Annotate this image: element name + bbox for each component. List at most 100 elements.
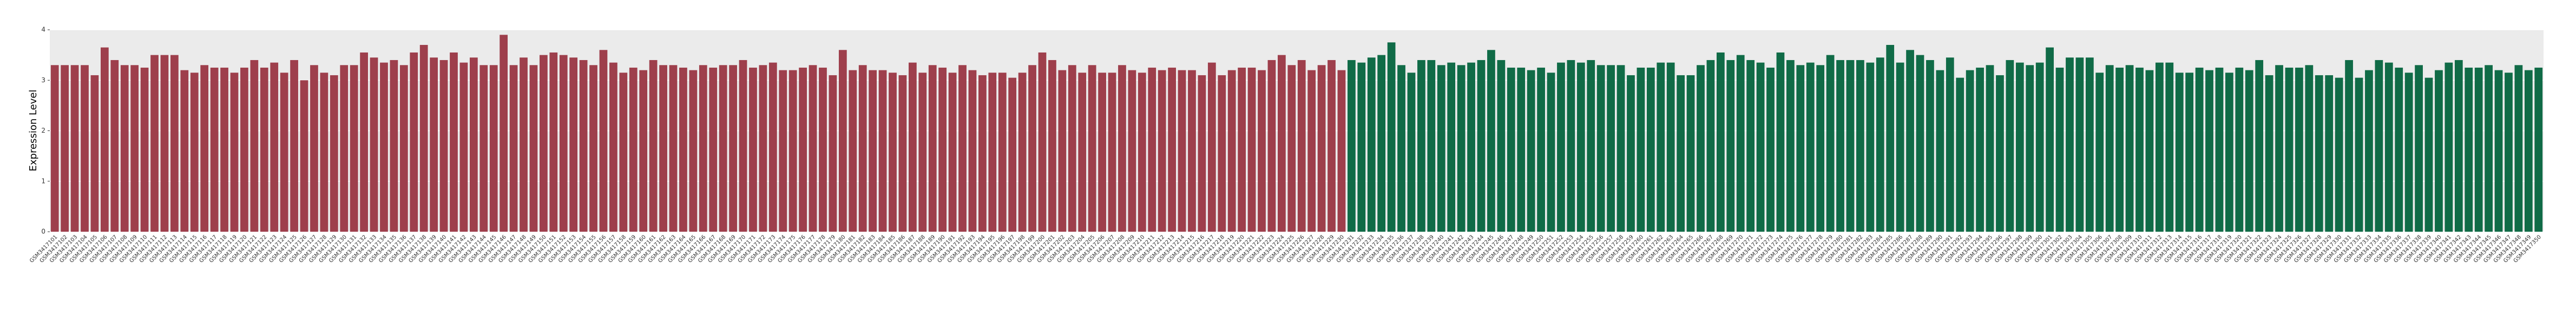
bar — [1946, 57, 1954, 232]
bar — [1028, 65, 1036, 232]
bar — [70, 65, 79, 232]
bar — [2026, 65, 2034, 232]
bar — [2105, 65, 2114, 232]
bar — [1367, 57, 1376, 232]
bar — [1048, 60, 1056, 232]
bar — [459, 62, 468, 232]
bar — [1118, 65, 1126, 232]
bar — [1697, 65, 1705, 232]
bar — [210, 67, 219, 232]
bar — [2365, 70, 2373, 232]
bar — [2335, 77, 2343, 232]
bar — [170, 55, 179, 232]
bar — [419, 44, 428, 232]
bar — [2205, 70, 2213, 232]
bar — [1966, 70, 1974, 232]
bar — [1178, 70, 1186, 232]
bar — [579, 60, 588, 232]
bar — [589, 65, 597, 232]
bar — [679, 67, 687, 232]
bar — [430, 57, 438, 232]
bar — [1866, 62, 1875, 232]
bar — [1736, 55, 1745, 232]
bar — [1876, 57, 1884, 232]
bar — [1596, 65, 1605, 232]
bar — [948, 73, 957, 232]
bar — [2135, 67, 2144, 232]
y-tick-label: 0 — [41, 228, 45, 236]
bar — [1746, 60, 1755, 232]
bar — [1307, 70, 1316, 232]
bar — [2325, 75, 2334, 232]
bar — [1587, 60, 1595, 232]
bar — [2185, 73, 2194, 232]
bar — [729, 65, 737, 232]
bar — [290, 60, 298, 232]
bar — [1816, 65, 1825, 232]
bar — [1846, 60, 1855, 232]
bar — [370, 57, 378, 232]
bar — [2514, 65, 2523, 232]
bar — [1646, 67, 1655, 232]
bar — [1158, 70, 1166, 232]
bar — [1297, 60, 1306, 232]
bar — [2145, 70, 2154, 232]
bar — [1098, 73, 1106, 232]
bar — [2305, 65, 2314, 232]
bar — [1627, 75, 1635, 232]
bar — [2454, 60, 2463, 232]
bar — [1337, 70, 1346, 232]
bar — [1487, 50, 1495, 232]
bar — [719, 65, 727, 232]
bar — [709, 67, 718, 232]
bar — [1407, 73, 1416, 232]
y-tick-label: 1 — [41, 177, 45, 185]
bar — [1906, 50, 1914, 232]
bar — [2125, 65, 2134, 232]
bar — [559, 55, 568, 232]
bar — [300, 80, 308, 232]
bar — [479, 65, 488, 232]
bar — [2404, 73, 2413, 232]
bar — [330, 75, 338, 232]
bar — [2415, 65, 2423, 232]
bar — [609, 62, 617, 232]
bar — [320, 73, 328, 232]
bar — [2295, 67, 2303, 232]
bar — [450, 52, 458, 232]
bar — [520, 57, 528, 232]
bar — [2375, 60, 2383, 232]
bar — [110, 60, 119, 232]
bar — [908, 62, 917, 232]
bar — [2165, 62, 2174, 232]
bar — [2015, 62, 2024, 232]
bar — [120, 65, 129, 232]
bar — [390, 60, 398, 232]
bar — [2435, 70, 2443, 232]
bar — [2285, 67, 2294, 232]
bar — [2245, 70, 2253, 232]
bar — [2485, 65, 2493, 232]
bar — [858, 65, 867, 232]
bar — [2095, 73, 2104, 232]
bar — [380, 62, 388, 232]
bar — [81, 65, 89, 232]
bar — [2055, 67, 2064, 232]
bar — [1018, 73, 1027, 232]
bar — [1168, 67, 1176, 232]
bar — [1786, 60, 1795, 232]
bar — [819, 67, 827, 232]
bar — [1218, 75, 1226, 232]
bar — [1926, 60, 1934, 232]
bar — [1188, 70, 1196, 232]
bar — [549, 52, 558, 232]
bar — [1616, 65, 1625, 232]
bar — [1666, 62, 1675, 232]
bar — [1198, 75, 1206, 232]
bar — [1716, 52, 1725, 232]
bar — [1038, 52, 1047, 232]
bar — [1078, 73, 1087, 232]
bar — [2494, 70, 2503, 232]
bar — [1267, 60, 1276, 232]
